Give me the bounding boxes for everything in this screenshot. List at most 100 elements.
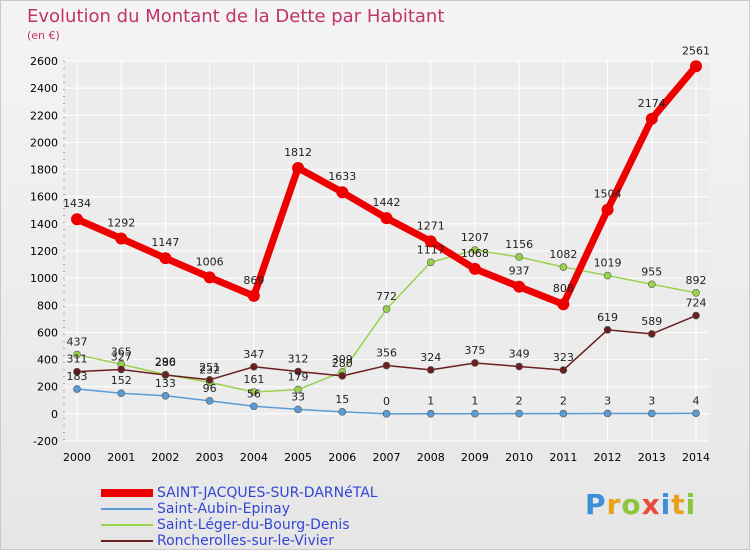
x-tick-label: 2001: [107, 451, 135, 464]
data-point-3: [426, 366, 435, 374]
data-point-3: [250, 362, 258, 371]
data-point-0: [71, 213, 83, 226]
x-tick-label: 2013: [638, 451, 666, 464]
legend-swatch: [101, 540, 153, 542]
data-point-1: [603, 409, 612, 418]
data-label: 152: [111, 374, 132, 387]
data-label: 96: [203, 382, 217, 395]
legend-item: Roncherolles-sur-le-Vivier: [101, 533, 378, 549]
proxiti-logo: Proxiti: [585, 488, 696, 521]
data-labels: 1434 1292 1147 1006 869 1812 1633 1442 1271 1068 9…: [63, 44, 710, 408]
data-point-1: [647, 409, 656, 418]
x-tick-label: 2004: [240, 451, 268, 464]
data-point-0: [424, 235, 437, 248]
data-point-3: [471, 359, 479, 367]
logo-letter: i: [660, 488, 672, 521]
data-point-2: [692, 288, 700, 297]
data-label: 327: [111, 350, 132, 363]
data-label: 955: [641, 265, 662, 278]
y-tick-label: 0: [51, 408, 58, 421]
data-point-1: [559, 409, 568, 418]
axes: -200 0 200 400 600 800 1000 1200 1400 1600 1800 200…: [30, 55, 710, 464]
data-label: 1019: [594, 257, 622, 270]
data-point-3: [117, 365, 126, 374]
logo-letter: x: [641, 488, 661, 521]
y-tick-label: 2400: [30, 82, 58, 95]
y-tick-label: 400: [37, 354, 58, 367]
data-label: 1068: [461, 247, 489, 260]
legend-swatch: [101, 508, 153, 510]
data-label: 1292: [107, 217, 135, 230]
data-point-0: [690, 60, 702, 73]
data-label: 2: [516, 395, 523, 408]
data-point-3: [73, 367, 81, 376]
data-label: 232: [199, 363, 220, 376]
data-point-3: [647, 330, 656, 338]
logo-letter: t: [671, 488, 686, 521]
data-point-3: [338, 372, 347, 380]
data-label: 1434: [63, 197, 91, 210]
y-tick-label: 1800: [30, 164, 58, 177]
data-point-0: [159, 252, 172, 265]
data-label: 1006: [196, 255, 224, 268]
data-label: 724: [686, 297, 707, 310]
x-tick-label: 2009: [461, 451, 489, 464]
data-point-1: [205, 397, 214, 405]
logo-letter: P: [585, 488, 607, 521]
data-point-3: [603, 326, 612, 334]
data-label: 290: [155, 356, 176, 369]
data-label: 133: [155, 377, 176, 390]
data-label: 347: [243, 348, 264, 361]
y-tick-label: 1600: [30, 191, 58, 204]
y-tick-label: 200: [37, 381, 58, 394]
y-tick-label: 1400: [30, 218, 58, 231]
data-point-1: [161, 392, 170, 400]
data-point-1: [515, 409, 523, 418]
data-label: 1633: [328, 170, 356, 183]
x-tick-label: 2014: [682, 451, 710, 464]
data-point-2: [647, 280, 656, 289]
data-point-2: [250, 388, 258, 396]
data-label: 365: [111, 345, 132, 358]
data-label: 1207: [461, 231, 489, 244]
chart-title: Evolution du Montant de la Dette par Hab…: [27, 6, 445, 27]
data-point-3: [515, 362, 523, 371]
x-tick-label: 2012: [594, 451, 622, 464]
legend: SAINT-JACQUES-SUR-DARNéTAL Saint-Aubin-Ep…: [101, 485, 378, 549]
legend-item: SAINT-JACQUES-SUR-DARNéTAL: [101, 485, 378, 501]
y-tick-label: 2600: [30, 55, 58, 68]
y-tick-label: -200: [33, 435, 58, 448]
grid: [64, 60, 709, 442]
data-label: 56: [247, 387, 261, 400]
data-label: 356: [376, 347, 397, 360]
data-point-1: [73, 385, 81, 393]
data-label: 1504: [594, 188, 622, 201]
data-label: 183: [67, 370, 88, 383]
x-tick-label: 2008: [417, 451, 445, 464]
data-label: 1: [427, 395, 434, 408]
data-point-2: [603, 271, 612, 280]
y-tick-label: 1000: [30, 272, 58, 285]
data-label: 179: [288, 371, 309, 384]
data-point-0: [247, 289, 260, 302]
data-point-0: [115, 232, 128, 245]
data-label: 33: [291, 390, 305, 403]
data-point-2: [559, 263, 568, 271]
legend-label: Saint-Léger-du-Bourg-Denis: [157, 517, 350, 533]
x-tick-label: 2003: [196, 451, 224, 464]
data-label: 161: [243, 373, 264, 386]
data-point-1: [250, 402, 258, 411]
data-point-3: [161, 371, 170, 379]
data-label: 1271: [417, 219, 445, 232]
data-point-2: [294, 385, 302, 394]
data-point-0: [645, 112, 658, 125]
x-tick-label: 2006: [328, 451, 356, 464]
data-label: 589: [641, 315, 662, 328]
logo-letter: o: [621, 488, 642, 521]
data-point-2: [471, 246, 479, 254]
data-label: 349: [509, 347, 530, 360]
y-tick-label: 2200: [30, 109, 58, 122]
x-tick-label: 2005: [284, 451, 312, 464]
data-label: 892: [686, 274, 707, 287]
